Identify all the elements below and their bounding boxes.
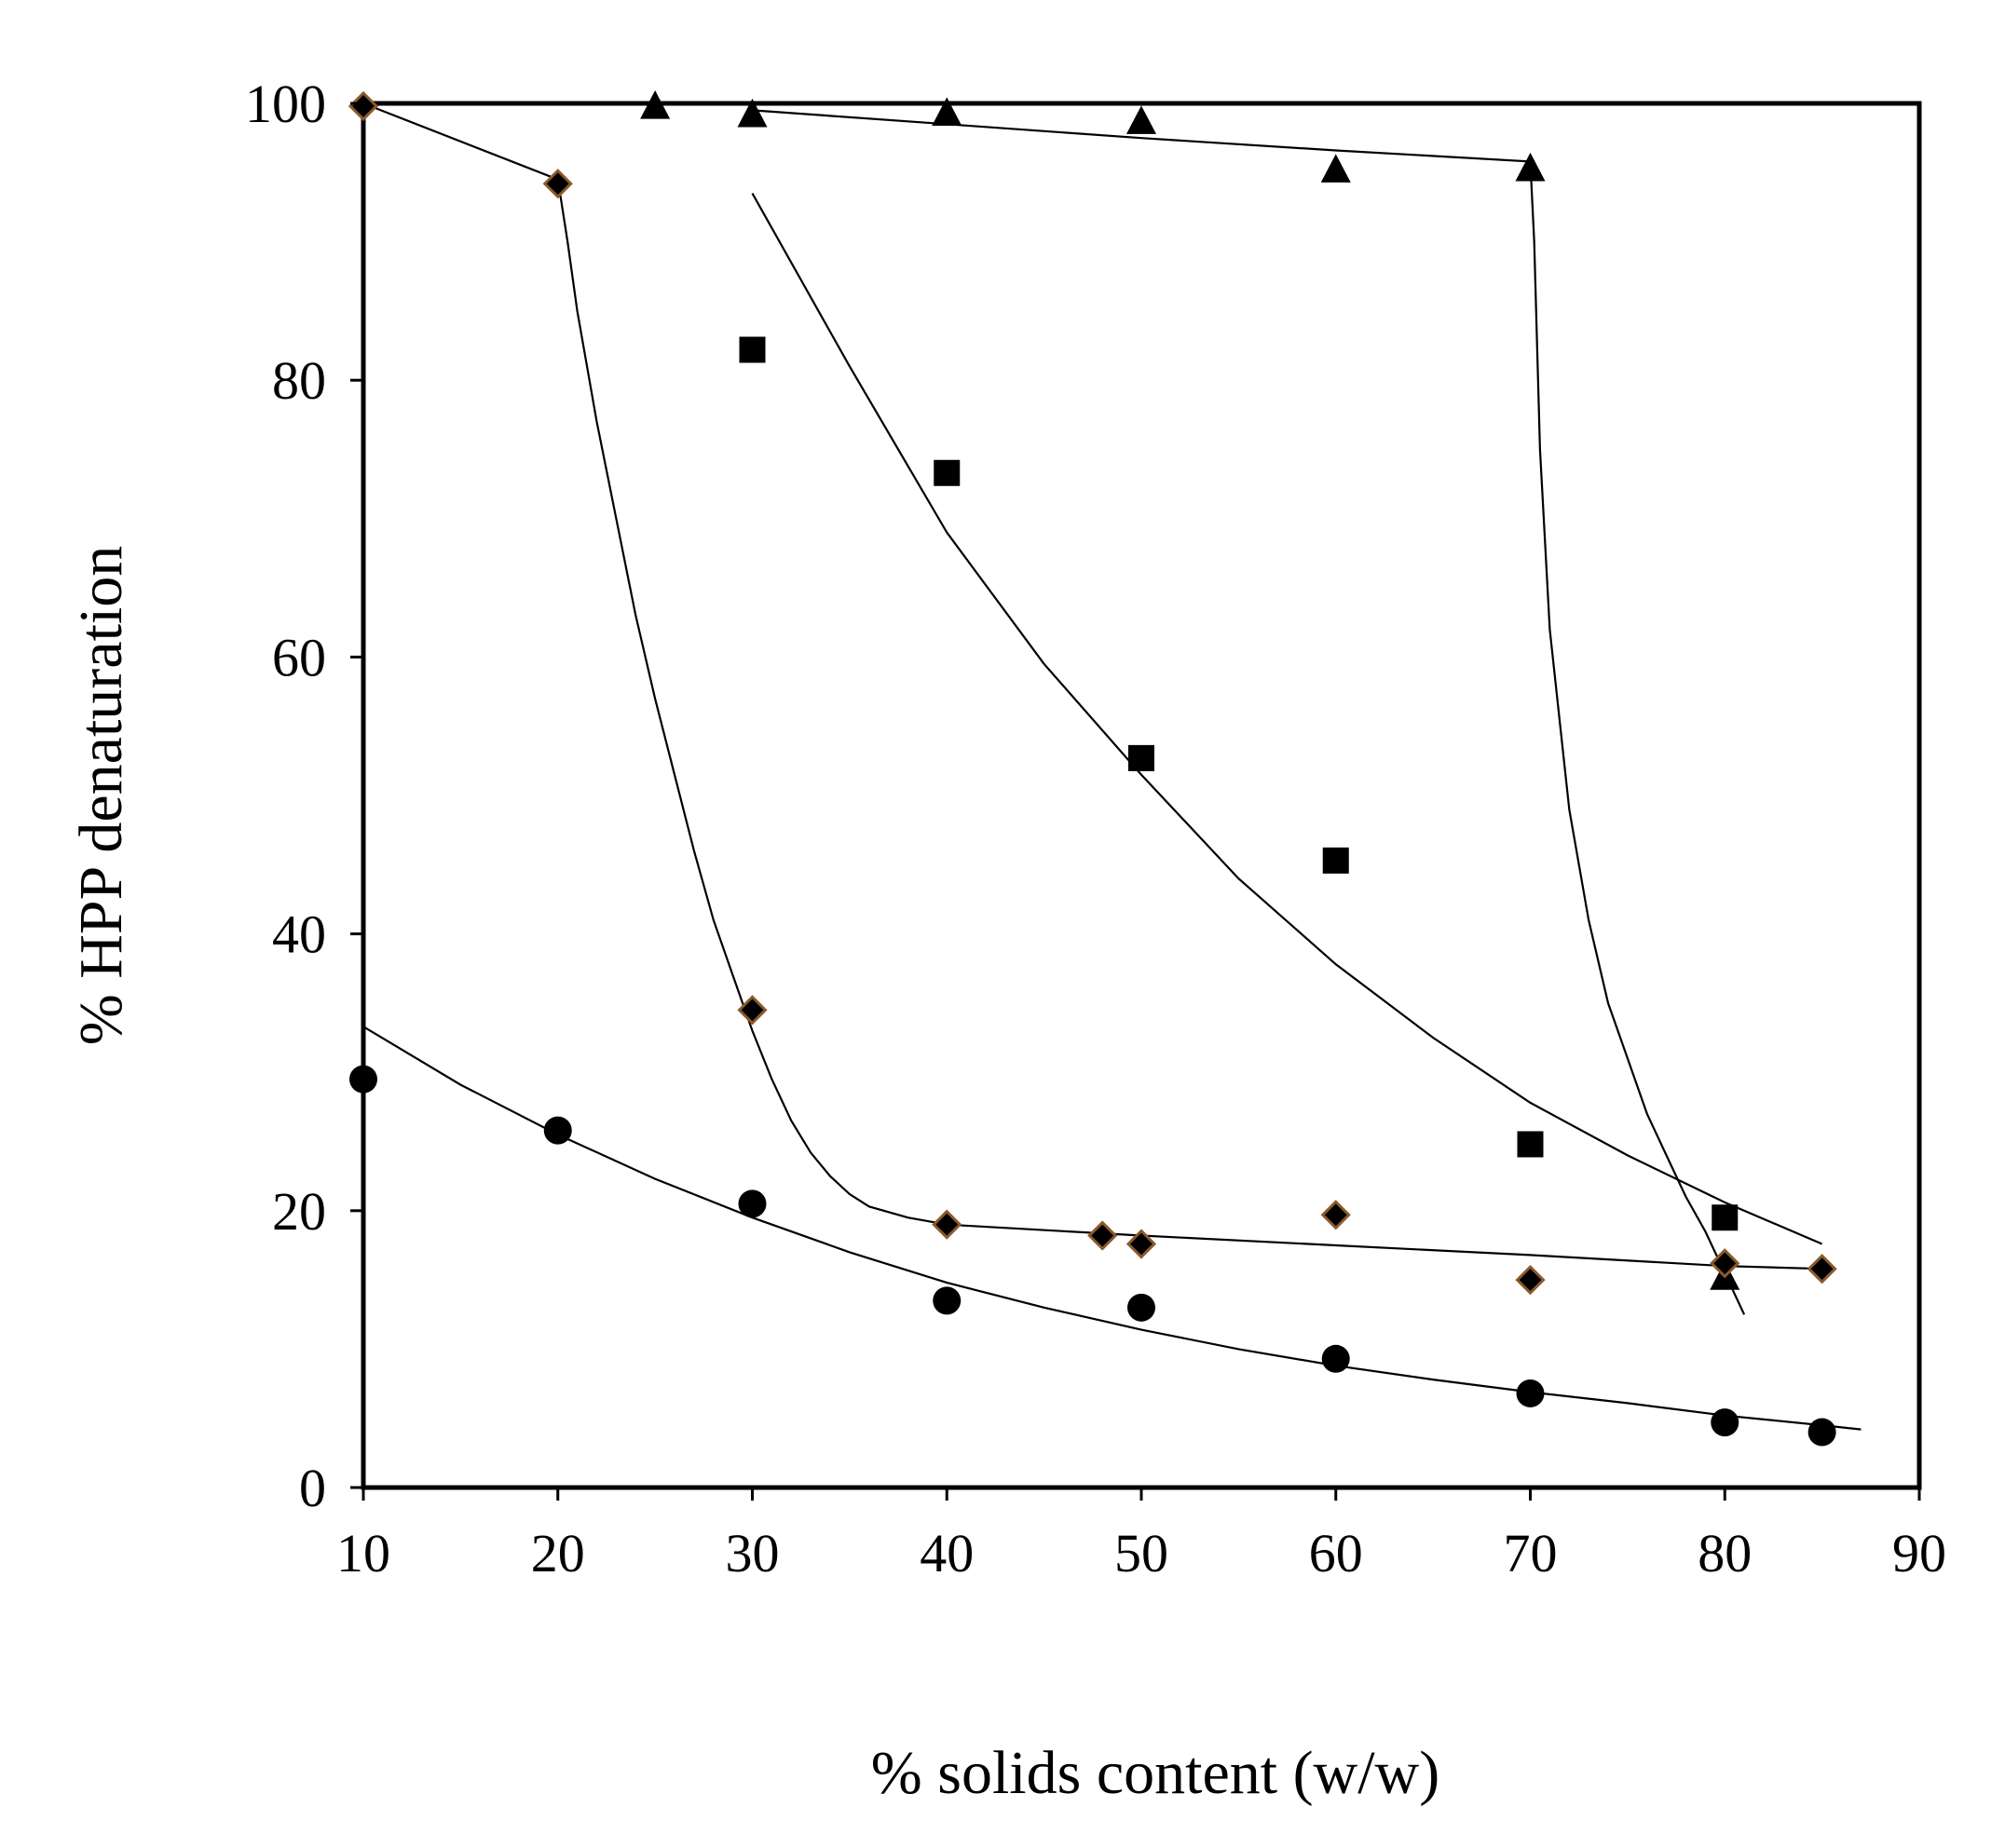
data-point-diamond <box>1807 1254 1837 1284</box>
y-tick-label: 20 <box>272 1181 326 1242</box>
x-tick-label: 20 <box>531 1523 585 1583</box>
y-tick-label: 0 <box>299 1458 326 1518</box>
x-tick-label: 70 <box>1504 1523 1558 1583</box>
x-axis-title: % solids content (w/w) <box>871 1739 1439 1807</box>
data-point-square <box>1322 847 1349 874</box>
x-tick-label: 10 <box>336 1523 390 1583</box>
data-point-square <box>934 459 961 486</box>
data-point-circle <box>738 1189 767 1218</box>
data-point-circle <box>349 1065 377 1094</box>
y-axis-ticks: 0 20 40 60 80 100 <box>245 74 363 1518</box>
y-tick-label: 100 <box>245 74 326 134</box>
data-point-square <box>739 336 766 363</box>
plot-area <box>361 101 1922 1490</box>
data-point-diamond <box>542 169 573 199</box>
data-point-circle <box>543 1116 572 1145</box>
x-axis-ticks: 10 20 30 40 50 60 70 80 90 <box>336 1488 1946 1583</box>
data-point-circle <box>1127 1293 1155 1322</box>
data-point-triangle <box>737 98 768 128</box>
data-point-triangle <box>1126 105 1156 134</box>
data-point-diamond <box>1515 1264 1546 1296</box>
data-point-circle <box>1516 1379 1545 1407</box>
data-point-circle <box>933 1286 962 1315</box>
data-point-triangle <box>932 97 962 127</box>
fit-curves <box>362 102 1862 1431</box>
data-point-triangle <box>640 89 671 119</box>
x-tick-label: 80 <box>1698 1523 1752 1583</box>
data-point-circle <box>1711 1408 1739 1437</box>
data-point-diamond <box>348 90 379 122</box>
data-point-triangle <box>1515 152 1546 182</box>
data-point-square <box>1128 744 1154 771</box>
x-tick-label: 90 <box>1892 1523 1946 1583</box>
fit-curve-diamond <box>362 102 1822 1270</box>
x-tick-label: 60 <box>1309 1523 1363 1583</box>
data-point-triangle <box>1320 154 1351 183</box>
data-point-diamond <box>737 995 768 1026</box>
data-point-circle <box>1807 1418 1836 1447</box>
fit-curve-triangle <box>752 109 1746 1315</box>
fit-curve-square <box>751 193 1823 1245</box>
y-axis-title: % HPP denaturation <box>67 546 135 1045</box>
data-point-diamond <box>1710 1248 1740 1279</box>
y-tick-label: 80 <box>272 350 326 411</box>
data-point-diamond <box>1320 1200 1351 1230</box>
y-tick-label: 60 <box>272 627 326 687</box>
x-tick-label: 50 <box>1114 1523 1168 1583</box>
data-point-diamond <box>1087 1220 1118 1251</box>
data-point-circle <box>1321 1344 1350 1373</box>
data-markers <box>348 89 1837 1447</box>
data-point-square <box>1517 1131 1544 1158</box>
y-tick-label: 40 <box>272 904 326 965</box>
data-point-diamond <box>932 1209 962 1240</box>
fit-curve-circle <box>362 1026 1862 1431</box>
data-point-square <box>1712 1204 1739 1231</box>
x-tick-label: 40 <box>920 1523 974 1583</box>
x-tick-label: 30 <box>726 1523 780 1583</box>
data-point-diamond <box>1125 1229 1157 1259</box>
